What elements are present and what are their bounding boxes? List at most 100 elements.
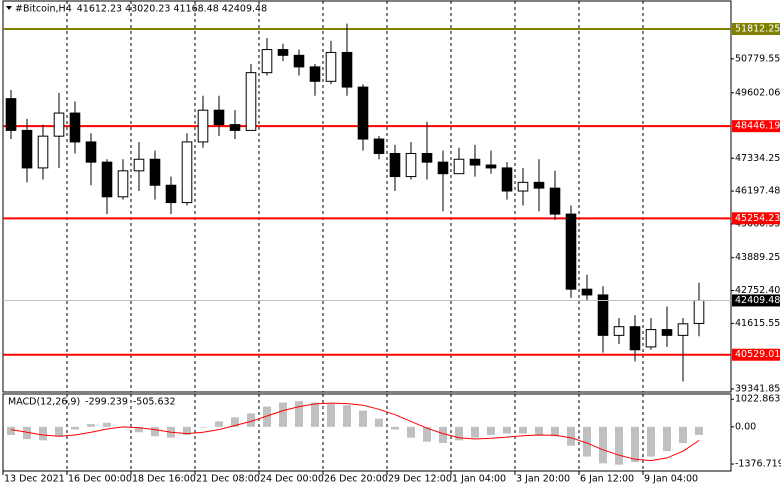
- candle-body: [565, 213, 577, 290]
- level-label-bg: [732, 212, 780, 225]
- macd-bar: [295, 401, 303, 427]
- macd-title: MACD(12,26,9): [8, 397, 80, 408]
- macd-bar: [103, 422, 111, 427]
- candle-body: [533, 181, 545, 189]
- candle-body: [389, 152, 401, 178]
- macd-panel: [2, 393, 732, 472]
- macd-bar: [567, 426, 575, 446]
- macd-bar: [583, 426, 591, 457]
- price-panel: [2, 0, 732, 393]
- candle-body: [5, 98, 17, 131]
- candle-body: [485, 164, 497, 169]
- macd-bar: [455, 426, 463, 441]
- candle-body: [469, 158, 481, 166]
- candle-body: [21, 129, 33, 169]
- y-tick-label: 47334.25: [735, 153, 780, 164]
- candle-body: [405, 152, 417, 178]
- x-tick-label: 1 Jan 04:00: [452, 474, 506, 485]
- macd-bar: [679, 426, 687, 444]
- candle-body: [501, 167, 513, 192]
- chart-title: #Bitcoin,H4: [15, 4, 72, 15]
- candle-body: [613, 326, 625, 336]
- macd-bar: [87, 424, 95, 427]
- macd-bar: [471, 426, 479, 438]
- x-tick-label: 9 Jan 04:00: [644, 474, 698, 485]
- candle-body: [85, 141, 97, 163]
- candle-body: [357, 86, 369, 140]
- candle-body: [373, 138, 385, 154]
- current-price-bg: [732, 294, 780, 307]
- candle-body: [229, 124, 241, 131]
- y-tick-label: 43889.25: [735, 252, 780, 263]
- y-tick-label: 1022.863: [735, 394, 780, 405]
- macd-bar: [503, 426, 511, 434]
- y-tick-label: 50779.55: [735, 53, 780, 64]
- macd-bar: [695, 426, 703, 435]
- level-label-bg: [732, 348, 780, 361]
- candle-body: [69, 112, 81, 143]
- macd-bar: [7, 426, 15, 435]
- candle-body: [421, 152, 433, 163]
- candle-body: [325, 51, 337, 82]
- candle-body: [549, 187, 561, 215]
- macd-bar: [551, 426, 559, 437]
- macd-bar: [279, 402, 287, 427]
- candle-body: [117, 170, 129, 198]
- macd-bar: [247, 413, 255, 427]
- candle-body: [693, 299, 705, 324]
- candle-body: [165, 184, 177, 204]
- x-tick-label: 21 Dec 08:00: [196, 474, 260, 485]
- macd-bar: [359, 410, 367, 427]
- candle-body: [309, 66, 321, 82]
- candle-body: [261, 49, 273, 74]
- macd-bar: [423, 426, 431, 442]
- macd-bar: [151, 426, 159, 437]
- y-tick-label: 39341.85: [735, 384, 780, 395]
- candle-body: [597, 294, 609, 336]
- candle-body: [293, 54, 305, 68]
- y-tick-label: 0.00: [735, 421, 756, 432]
- x-tick-label: 26 Dec 20:00: [324, 474, 388, 485]
- candle-body: [213, 109, 225, 126]
- y-tick-label: 49602.06: [735, 87, 780, 98]
- x-tick-label: 29 Dec 12:00: [388, 474, 452, 485]
- x-tick-label: 3 Jan 20:00: [516, 474, 570, 485]
- macd-bar: [135, 426, 143, 433]
- macd-bar: [343, 405, 351, 427]
- macd-bar: [487, 426, 495, 435]
- header-value: 43020.23: [125, 4, 170, 15]
- y-tick-label: 46197.48: [735, 186, 780, 197]
- candle-body: [629, 326, 641, 351]
- macd-bar: [663, 426, 671, 452]
- x-tick-label: 6 Jan 12:00: [580, 474, 634, 485]
- macd-bar: [183, 426, 191, 435]
- macd-bar: [519, 426, 527, 434]
- header-value: 41612.23: [77, 4, 122, 15]
- candle-body: [53, 112, 65, 137]
- candle-body: [581, 288, 593, 296]
- candle-body: [149, 158, 161, 186]
- x-tick-label: 13 Dec 2021: [4, 474, 65, 485]
- macd-bar: [23, 426, 31, 440]
- macd-bar: [631, 426, 639, 462]
- level-label-bg: [732, 120, 780, 133]
- macd-bar: [71, 426, 79, 430]
- level-label: 48446.19: [735, 121, 780, 132]
- macd-bar: [55, 426, 63, 437]
- menu-arrow: [6, 6, 12, 10]
- header-value: 42409.48: [222, 4, 267, 15]
- macd-value: -505.632: [133, 397, 176, 408]
- macd-bar: [215, 421, 223, 427]
- macd-bar: [231, 417, 239, 427]
- macd-value: -299.239: [85, 397, 128, 408]
- candle-body: [133, 158, 145, 172]
- level-label-bg: [732, 22, 780, 35]
- current-price-label: 42409.48: [735, 295, 780, 306]
- signal-line: [10, 402, 700, 462]
- y-tick-label: -1376.719: [735, 459, 781, 470]
- macd-bar: [391, 426, 399, 430]
- candle-body: [437, 161, 449, 175]
- header-value: 41168.48: [173, 4, 218, 15]
